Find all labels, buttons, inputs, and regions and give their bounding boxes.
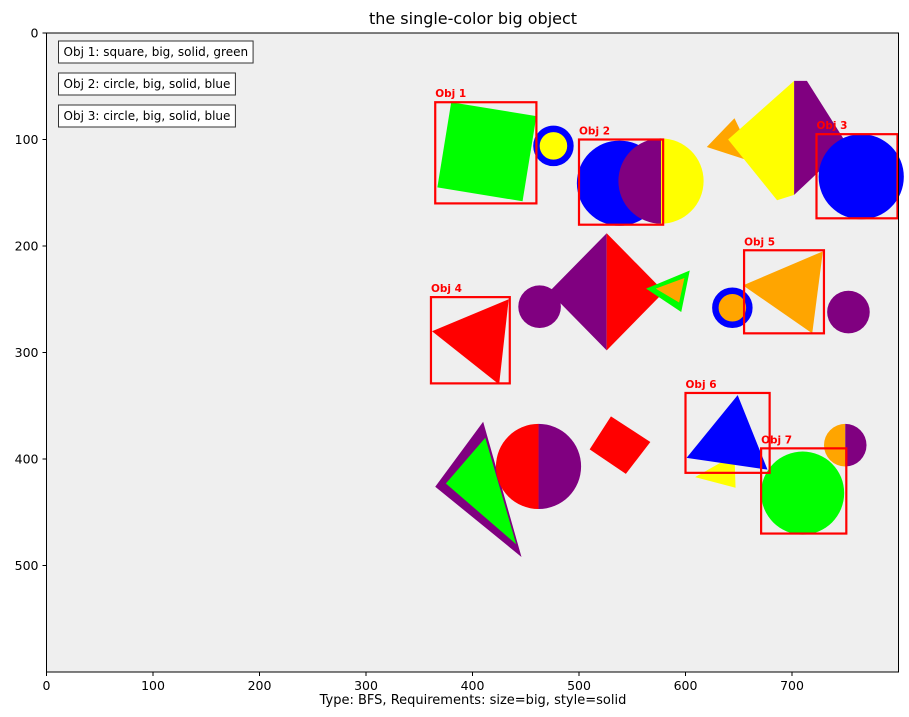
shape-17-red-polygon bbox=[432, 299, 509, 385]
bounding-box-1 bbox=[434, 101, 538, 205]
shape-24-orange-half bbox=[823, 423, 846, 467]
legend-text-2: Obj 2: circle, big, solid, blue bbox=[64, 77, 231, 91]
bounding-box-label-4: Obj 4 bbox=[431, 283, 462, 295]
y-tick-label-200: 200 bbox=[15, 239, 39, 254]
shape-9-purple-polygon bbox=[549, 233, 607, 351]
shape-4-yellow-half bbox=[661, 138, 704, 224]
bounding-box-label-3: Obj 3 bbox=[816, 120, 847, 132]
x-tick-label-400: 400 bbox=[461, 678, 485, 693]
shape-4-purple-half bbox=[618, 138, 662, 224]
y-tick-label-500: 500 bbox=[15, 558, 39, 573]
x-tick-label-0: 0 bbox=[43, 678, 51, 693]
bounding-box-7 bbox=[760, 447, 848, 535]
shape-24-purple-half bbox=[845, 423, 867, 467]
bounding-box-5 bbox=[742, 249, 826, 335]
x-tick-label-300: 300 bbox=[354, 678, 378, 693]
shape-8-blue-circle bbox=[818, 134, 904, 220]
x-tick-label-200: 200 bbox=[248, 678, 272, 693]
shape-15-orange-polygon bbox=[743, 251, 823, 334]
shape-11-purple-circle bbox=[518, 285, 561, 329]
bounding-box-4 bbox=[429, 296, 511, 385]
bounding-box-label-6: Obj 6 bbox=[686, 379, 717, 391]
shape-23-blue-polygon bbox=[686, 395, 768, 470]
shape-7-purple-polygon bbox=[794, 80, 848, 195]
bounding-box-label-7: Obj 7 bbox=[761, 434, 792, 446]
y-tick-label-400: 400 bbox=[15, 452, 39, 467]
chart-title: the single-color big object bbox=[369, 9, 577, 28]
bounding-box-label-1: Obj 1 bbox=[435, 88, 466, 100]
shape-13-orange-polygon bbox=[655, 277, 685, 303]
y-tick-label-0: 0 bbox=[31, 26, 39, 41]
x-tick-label-600: 600 bbox=[674, 678, 698, 693]
y-tick-label-300: 300 bbox=[15, 345, 39, 360]
shapes-layer bbox=[432, 80, 904, 557]
shape-21-red-polygon bbox=[589, 416, 651, 474]
shape-20-purple-half bbox=[538, 423, 582, 510]
shape-6-yellow-polygon bbox=[728, 80, 795, 201]
bounding-box-label-2: Obj 2 bbox=[579, 126, 610, 138]
legend: Obj 1: square, big, solid, green Obj 2: c… bbox=[58, 40, 254, 128]
shape-20-red-half bbox=[495, 423, 539, 510]
y-axis: 0 100 200 300 400 500 bbox=[15, 26, 47, 573]
legend-box-1 bbox=[58, 40, 254, 64]
shape-10-red-polygon bbox=[606, 233, 665, 351]
x-tick-label-500: 500 bbox=[567, 678, 591, 693]
boxes-layer: Obj 1 Obj 2 Obj 3 Obj 4 Obj 5 Obj 6 Obj 7 bbox=[429, 88, 899, 535]
x-tick-label-700: 700 bbox=[780, 678, 804, 693]
shape-16-purple-circle bbox=[827, 290, 870, 334]
footer-caption: Type: BFS, Requirements: size=big, style… bbox=[319, 693, 627, 708]
x-axis: 0 100 200 300 400 500 600 700 bbox=[43, 672, 804, 693]
bounding-box-label-5: Obj 5 bbox=[744, 236, 775, 248]
legend-box-2 bbox=[58, 72, 236, 96]
shape-1-green-polygon bbox=[437, 102, 537, 202]
shape-2-blue-ring bbox=[533, 125, 574, 167]
shape-25-green-circle bbox=[761, 451, 845, 535]
legend-text-1: Obj 1: square, big, solid, green bbox=[64, 45, 249, 59]
y-tick-label-100: 100 bbox=[15, 132, 39, 147]
x-tick-label-100: 100 bbox=[141, 678, 165, 693]
bounding-box-3 bbox=[815, 133, 899, 220]
bounding-box-2 bbox=[577, 138, 665, 226]
shape-19-green-polygon bbox=[445, 437, 517, 545]
plot-area: Obj 1 Obj 2 Obj 3 Obj 4 Obj 5 Obj 6 Obj 7 Obj … bbox=[46, 32, 904, 673]
shape-14-blue-ring bbox=[712, 287, 753, 329]
legend-box-3 bbox=[58, 104, 236, 128]
bounding-box-6 bbox=[684, 391, 771, 474]
legend-text-3: Obj 3: circle, big, solid, blue bbox=[64, 109, 231, 123]
